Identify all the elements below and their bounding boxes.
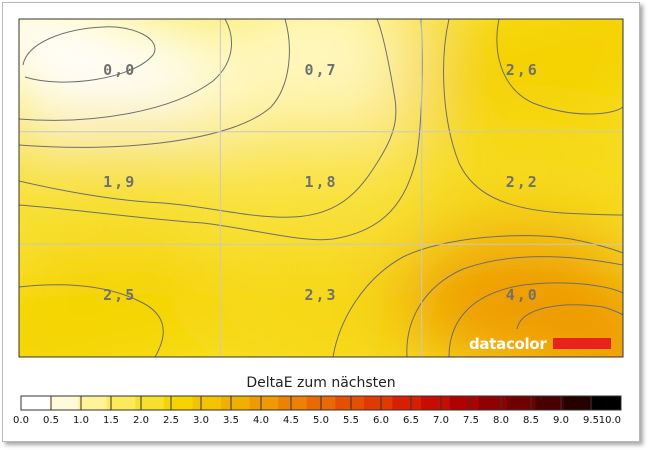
contour-line bbox=[406, 256, 623, 357]
colorbar-tick-label: 6.5 bbox=[403, 415, 419, 426]
colorbar-tick-label: 4.0 bbox=[253, 415, 269, 426]
colorbar-swatch bbox=[421, 396, 450, 410]
colorbar-swatch bbox=[449, 396, 479, 410]
colorbar-tick-label: 5.5 bbox=[343, 415, 359, 426]
contour-line bbox=[19, 19, 290, 148]
colorbar-tick-label: 2.5 bbox=[163, 415, 179, 426]
contour-line bbox=[516, 304, 623, 330]
contour-line bbox=[443, 19, 623, 216]
heat-cell-edge bbox=[230, 19, 412, 76]
colorbar-tick-label: 5.0 bbox=[313, 415, 329, 426]
colorbar-tick-label: 9.5 bbox=[583, 415, 599, 426]
heat-cell-edge bbox=[19, 300, 120, 357]
colorbar-swatch bbox=[49, 396, 79, 410]
cell-label-r1-c0: 1,9 bbox=[103, 173, 136, 191]
colorbar-swatch bbox=[392, 396, 422, 410]
contour-line bbox=[448, 282, 623, 357]
cell-label-r0-c0: 0,0 bbox=[103, 61, 136, 79]
cell-label-r1-c1: 1,8 bbox=[304, 173, 337, 191]
colorbar-swatch bbox=[163, 396, 193, 410]
colorbar-swatch bbox=[535, 396, 565, 410]
cell-label-r0-c1: 0,7 bbox=[304, 61, 337, 79]
cell-label-r2-c0: 2,5 bbox=[103, 286, 136, 304]
colorbar-swatch bbox=[21, 396, 50, 410]
colorbar-swatch bbox=[192, 396, 222, 410]
heat-cell-edge bbox=[230, 300, 412, 357]
cell-label-r2-c2: 4,0 bbox=[506, 286, 539, 304]
colorbar-tick-label: 9.0 bbox=[553, 415, 569, 426]
colorbar-tick-label: 0.5 bbox=[43, 415, 59, 426]
colorbar-swatch bbox=[135, 396, 165, 410]
colorbar-tick-label: 3.0 bbox=[193, 415, 209, 426]
colorbar-swatch bbox=[221, 396, 250, 410]
colorbar-tick-label: 6.0 bbox=[373, 415, 389, 426]
colorbar-swatch bbox=[278, 396, 308, 410]
contour-line bbox=[496, 19, 623, 115]
colorbar-title: DeltaE zum nächsten bbox=[246, 375, 395, 391]
colorbar-ticks: 0.0 0.5 1.0 1.5 2.0 2.5 3.0 3.5 4.0 4.5 5.0 5.5 6.0 6… bbox=[13, 396, 622, 426]
heat-field bbox=[19, 19, 623, 357]
colorbar-tick-label: 10.0 bbox=[599, 415, 621, 426]
heat-cell-edge bbox=[19, 19, 120, 76]
colorbar-tick-label: 1.0 bbox=[73, 415, 89, 426]
contour-line bbox=[19, 284, 164, 357]
colorbar-tick-label: 0.0 bbox=[13, 415, 29, 426]
heat-cell-edge bbox=[19, 137, 120, 239]
logo-bar bbox=[553, 338, 611, 349]
contour-line bbox=[22, 26, 156, 83]
colorbar-swatch bbox=[335, 396, 365, 410]
colorbar-swatch bbox=[363, 396, 393, 410]
colorbar-swatch bbox=[478, 396, 508, 410]
colorbar-swatch bbox=[592, 396, 622, 410]
cell-labels: 0,0 0,7 2,6 1,9 1,8 2,2 2,5 2,3 4,0 bbox=[103, 61, 539, 304]
contour-line bbox=[19, 19, 397, 218]
logo-text: datacolor bbox=[469, 335, 547, 353]
plot-border bbox=[18, 18, 624, 358]
colorbar-swatch bbox=[249, 396, 279, 410]
colorbar-tick-label: 7.5 bbox=[463, 415, 479, 426]
contour-line bbox=[19, 19, 233, 121]
contour-line bbox=[19, 19, 423, 241]
chart-svg: 0,0 0,7 2,6 1,9 1,8 2,2 2,5 2,3 4,0 data… bbox=[13, 18, 624, 426]
colorbar-tick-label: 1.5 bbox=[103, 415, 119, 426]
colorbar-tick-label: 8.0 bbox=[493, 415, 509, 426]
cell-label-r0-c2: 2,6 bbox=[506, 61, 539, 79]
heat-cell-edge bbox=[522, 19, 623, 76]
datacolor-logo: datacolor bbox=[469, 335, 611, 353]
cell-label-r2-c1: 2,3 bbox=[304, 286, 337, 304]
cell-label-r1-c2: 2,2 bbox=[506, 173, 539, 191]
colorbar-tick-label: 7.0 bbox=[433, 415, 449, 426]
colorbar-tick-label: 8.5 bbox=[523, 415, 539, 426]
colorbar-swatch bbox=[78, 396, 108, 410]
colorbar-swatch bbox=[106, 396, 136, 410]
colorbar-swatch bbox=[563, 396, 593, 410]
colorbar-tick-label: 4.5 bbox=[283, 415, 299, 426]
colorbar-swatch bbox=[506, 396, 536, 410]
chart-frame: 0,0 0,7 2,6 1,9 1,8 2,2 2,5 2,3 4,0 data… bbox=[2, 2, 640, 442]
colorbar-tick-label: 2.0 bbox=[133, 415, 149, 426]
heat-cell-edge bbox=[522, 137, 623, 239]
colorbar-tick-label: 3.5 bbox=[223, 415, 239, 426]
grid-lines bbox=[19, 19, 623, 357]
